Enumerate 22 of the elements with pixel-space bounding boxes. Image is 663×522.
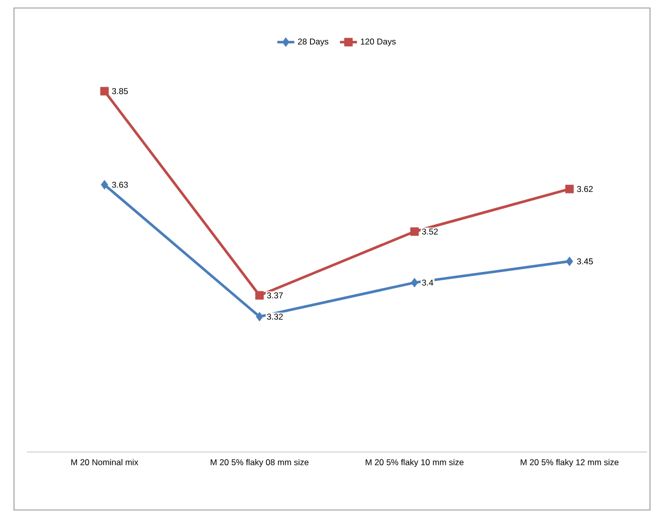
point — [566, 256, 574, 266]
data-label: 3.63 — [112, 182, 128, 188]
point — [100, 180, 108, 190]
point — [256, 312, 264, 322]
data-label: 3.37 — [267, 292, 283, 298]
data-label: 3.45 — [577, 258, 593, 264]
data-label: 3.85 — [112, 88, 128, 94]
point — [100, 86, 109, 96]
legend-label: 28 Days — [298, 38, 328, 46]
data-label: 3.32 — [267, 314, 283, 320]
x-tick-label: M 20 Nominal mix — [71, 459, 138, 466]
point — [255, 291, 264, 300]
point — [565, 184, 574, 194]
legend-label: 120 Days — [360, 38, 396, 46]
point — [410, 278, 418, 288]
data-label: 3.62 — [577, 186, 593, 192]
x-tick-label: M 20 5% flaky 12 mm size — [520, 459, 619, 467]
x-tick-label: M 20 5% flaky 08 mm size — [210, 459, 309, 467]
data-label: 3.52 — [422, 228, 438, 235]
x-tick-label: M 20 5% flaky 10 mm size — [366, 459, 464, 467]
point — [410, 227, 419, 236]
data-label: 3.4 — [422, 280, 434, 286]
